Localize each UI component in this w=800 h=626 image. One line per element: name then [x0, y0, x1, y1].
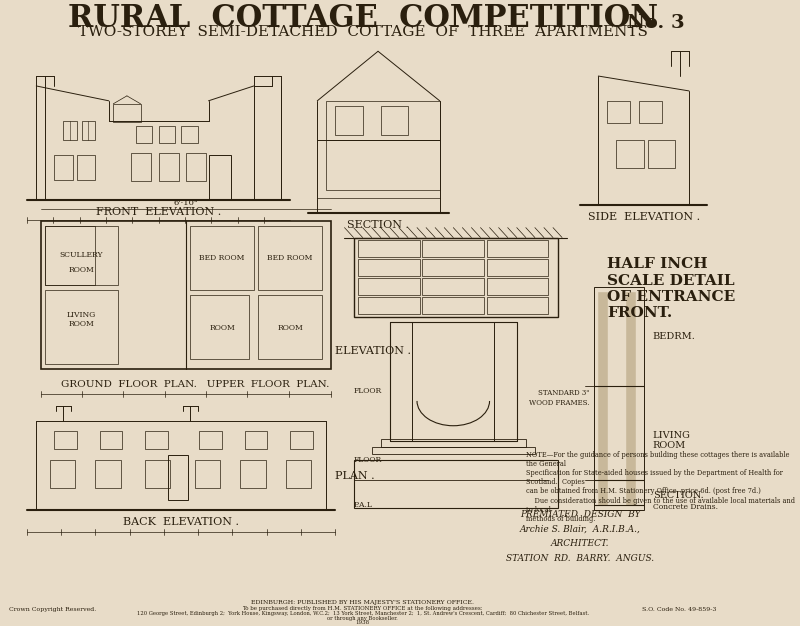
- Text: TWO-STOREY  SEMI-DETACHED  COTTAGE  OF  THREE  APARTMENTS: TWO-STOREY SEMI-DETACHED COTTAGE OF THRE…: [78, 26, 647, 39]
- Bar: [114, 104, 141, 121]
- Bar: [381, 106, 408, 135]
- Bar: [50, 460, 75, 488]
- Bar: [422, 278, 484, 295]
- Bar: [46, 290, 118, 364]
- Bar: [46, 225, 95, 285]
- Bar: [617, 140, 644, 168]
- Bar: [381, 439, 526, 446]
- Text: PLAN .: PLAN .: [335, 471, 375, 481]
- Bar: [136, 126, 152, 143]
- Bar: [390, 322, 413, 441]
- Bar: [63, 121, 77, 140]
- Bar: [145, 431, 168, 448]
- Bar: [199, 431, 222, 448]
- Bar: [190, 295, 250, 359]
- Text: To be purchased directly from H.M. STATIONERY OFFICE at the following addresses:: To be purchased directly from H.M. STATI…: [242, 606, 483, 611]
- Bar: [594, 287, 644, 510]
- Bar: [158, 153, 178, 181]
- Bar: [190, 225, 254, 290]
- Text: S.O. Code No. 49-859-3: S.O. Code No. 49-859-3: [642, 607, 716, 612]
- Bar: [95, 460, 121, 488]
- Text: RURAL  COTTAGE  COMPETITION: RURAL COTTAGE COMPETITION: [67, 3, 658, 34]
- Text: ELEVATION .: ELEVATION .: [335, 346, 411, 356]
- Text: LIVING
ROOM: LIVING ROOM: [653, 431, 690, 450]
- Bar: [326, 101, 440, 140]
- Text: 6'·10": 6'·10": [174, 199, 198, 207]
- Bar: [131, 153, 151, 181]
- Text: SECTION.: SECTION.: [653, 491, 703, 500]
- Bar: [54, 431, 77, 448]
- Bar: [82, 121, 95, 140]
- Bar: [487, 278, 549, 295]
- Text: ROOM: ROOM: [210, 324, 235, 332]
- Bar: [639, 101, 662, 123]
- Bar: [487, 259, 549, 276]
- Bar: [46, 225, 118, 285]
- Bar: [390, 322, 517, 441]
- Bar: [358, 240, 420, 257]
- Text: ROOM: ROOM: [69, 266, 94, 274]
- Text: FRONT  ELEVATION .: FRONT ELEVATION .: [96, 207, 222, 217]
- Bar: [290, 431, 313, 448]
- Bar: [487, 240, 549, 257]
- Bar: [607, 101, 630, 123]
- Bar: [494, 322, 517, 441]
- Text: STANDARD 3"
WOOD FRAMES.: STANDARD 3" WOOD FRAMES.: [529, 389, 590, 407]
- Bar: [77, 155, 95, 180]
- Bar: [182, 126, 198, 143]
- Bar: [487, 297, 549, 314]
- Text: P.A.L: P.A.L: [354, 501, 373, 509]
- Text: FLOOR: FLOOR: [354, 456, 382, 464]
- Bar: [326, 140, 440, 190]
- Bar: [358, 278, 420, 295]
- Bar: [648, 140, 675, 168]
- Text: SECTION .: SECTION .: [347, 220, 409, 230]
- Text: FLOOR: FLOOR: [354, 387, 382, 395]
- Bar: [258, 295, 322, 359]
- Text: SCULLERY: SCULLERY: [60, 252, 103, 259]
- Text: Crown Copyright Reserved.: Crown Copyright Reserved.: [9, 607, 96, 612]
- Text: LIVING
ROOM: LIVING ROOM: [67, 311, 96, 329]
- Bar: [100, 431, 122, 448]
- Bar: [626, 292, 634, 505]
- Text: PREMIATED  DESIGN  BY
Archie S. Blair,  A.R.I.B.A.,
ARCHITECT.
STATION  RD.  BAR: PREMIATED DESIGN BY Archie S. Blair, A.R…: [506, 510, 654, 563]
- Bar: [422, 259, 484, 276]
- Bar: [422, 297, 484, 314]
- Bar: [286, 460, 311, 488]
- Text: BED ROOM: BED ROOM: [199, 254, 245, 262]
- Text: or through any Bookseller.: or through any Bookseller.: [327, 616, 398, 621]
- Text: GROUND  FLOOR  PLAN.   UPPER  FLOOR  PLAN.: GROUND FLOOR PLAN. UPPER FLOOR PLAN.: [61, 379, 329, 389]
- Text: HALF INCH
SCALE DETAIL
OF ENTRANCE
FRONT.: HALF INCH SCALE DETAIL OF ENTRANCE FRONT…: [607, 257, 736, 320]
- Bar: [186, 153, 206, 181]
- Bar: [240, 460, 266, 488]
- Text: BEDRM.: BEDRM.: [653, 332, 696, 341]
- Bar: [358, 259, 420, 276]
- Bar: [258, 225, 322, 290]
- Text: 1938: 1938: [355, 620, 370, 625]
- Text: NOTE—For the guidance of persons building these cottages there is available the : NOTE—For the guidance of persons buildin…: [526, 451, 795, 523]
- Bar: [54, 155, 73, 180]
- Bar: [41, 221, 331, 369]
- Bar: [354, 460, 558, 508]
- Bar: [354, 237, 558, 317]
- Bar: [158, 126, 175, 143]
- Bar: [209, 155, 231, 200]
- Text: 120 George Street, Edinburgh 2;  York House, Kingsway, London, W.C.2;  13 York S: 120 George Street, Edinburgh 2; York Hou…: [137, 611, 589, 616]
- Text: EDINBURGH: PUBLISHED BY HIS MAJESTY'S STATIONERY OFFICE.: EDINBURGH: PUBLISHED BY HIS MAJESTY'S ST…: [251, 600, 474, 605]
- Text: Concrete Drains.: Concrete Drains.: [653, 503, 718, 511]
- Bar: [335, 106, 362, 135]
- Bar: [422, 240, 484, 257]
- Bar: [195, 460, 220, 488]
- Bar: [358, 297, 420, 314]
- Bar: [145, 460, 170, 488]
- Text: BACK  ELEVATION .: BACK ELEVATION .: [123, 517, 239, 527]
- Bar: [245, 431, 267, 448]
- Text: No. 3: No. 3: [627, 14, 685, 31]
- Text: ROOM: ROOM: [278, 324, 303, 332]
- Bar: [168, 456, 188, 500]
- Bar: [372, 446, 535, 454]
- Text: SIDE  ELEVATION .: SIDE ELEVATION .: [587, 212, 700, 222]
- Bar: [598, 292, 607, 505]
- Text: BED ROOM: BED ROOM: [267, 254, 313, 262]
